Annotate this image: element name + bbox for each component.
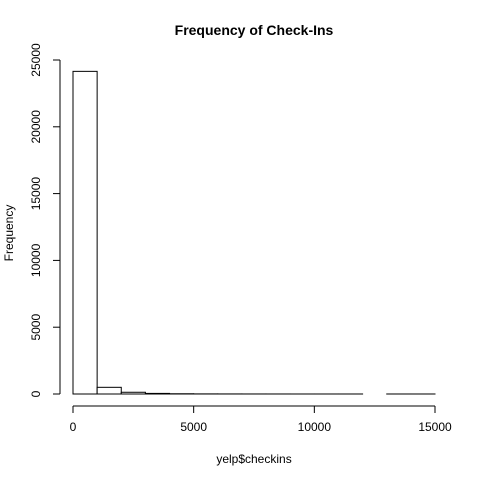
y-tick-label: 0 [29,390,43,397]
histogram-bar [144,392,171,395]
bars-group [72,70,436,395]
x-axis-label: yelp$checkins [216,452,291,466]
y-tick-label: 10000 [29,243,43,277]
x-tick-label: 0 [70,420,77,434]
y-tick-label: 15000 [29,177,43,211]
histogram-bar [120,391,146,395]
x-tick-label: 5000 [180,420,207,434]
y-axis-label: Frequency [2,205,16,262]
x-tick-label: 10000 [298,420,332,434]
histogram-bar [72,70,98,395]
y-axis: 0 5000 10000 15000 20000 25000 [29,43,61,397]
x-axis: 0 5000 10000 15000 [70,405,452,434]
y-tick-label: 20000 [29,110,43,144]
y-tick-label: 25000 [29,43,43,77]
x-tick-label: 15000 [418,420,452,434]
y-tick-label: 5000 [29,314,43,341]
histogram-bar [96,386,122,395]
chart-title: Frequency of Check-Ins [175,22,334,38]
